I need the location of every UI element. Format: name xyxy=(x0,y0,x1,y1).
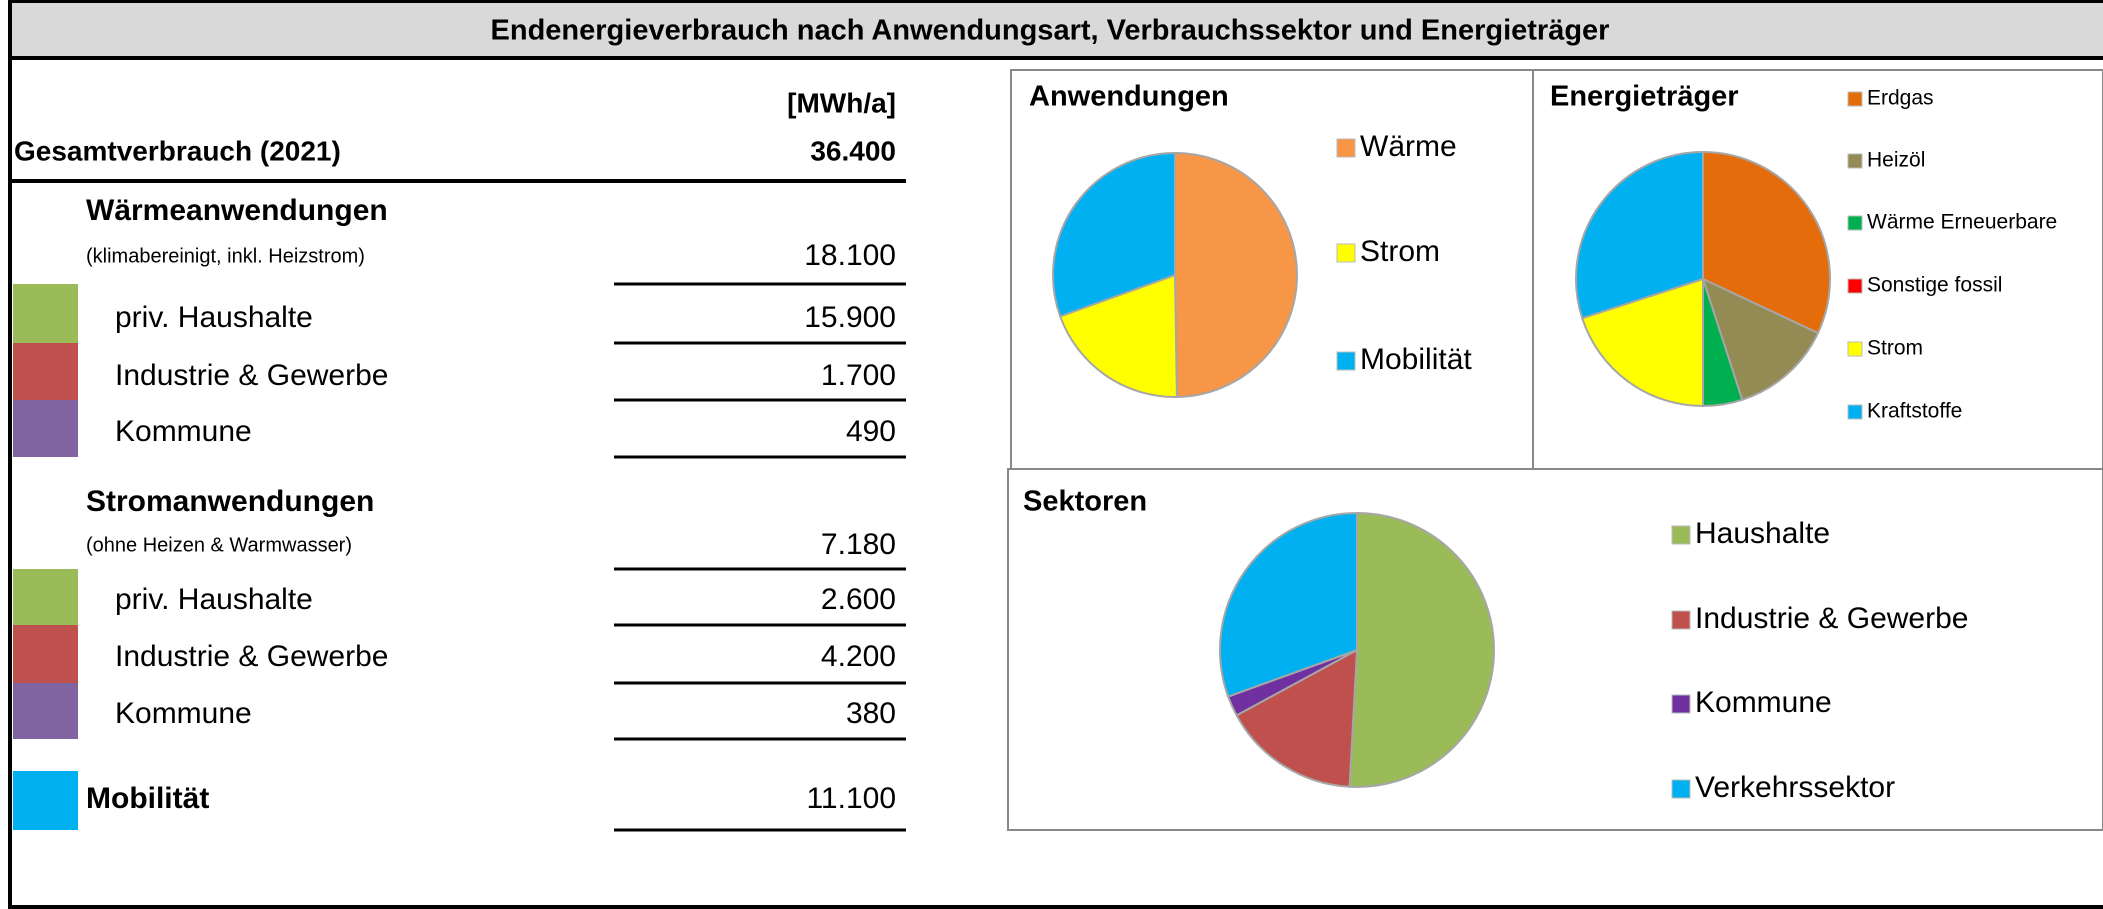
chart-title: Sektoren xyxy=(1023,486,1147,518)
row-value: 490 xyxy=(846,415,896,448)
row-label: Mobilität xyxy=(86,782,209,815)
row-value: 4.200 xyxy=(821,640,896,673)
legend-swatch xyxy=(1671,610,1691,630)
page-title: Endenergieverbrauch nach Anwendungsart, … xyxy=(491,15,1610,47)
legend-label: Strom xyxy=(1360,235,1440,268)
row-value: 1.700 xyxy=(821,359,896,392)
legend-label: Industrie & Gewerbe xyxy=(1695,602,1968,635)
legend-label: Erdgas xyxy=(1867,87,1934,110)
frame xyxy=(8,0,2103,909)
row-value: 15.900 xyxy=(804,301,896,334)
pie-slice xyxy=(1575,150,1704,320)
chart-title: Anwendungen xyxy=(1029,81,1229,113)
row-swatch xyxy=(13,284,78,343)
legend-swatch xyxy=(1671,525,1691,545)
pie-slice xyxy=(1174,151,1298,399)
pie-slice xyxy=(1701,277,1820,402)
row-label: Kommune xyxy=(115,415,252,448)
row-note: (klimabereinigt, inkl. Heizstrom) xyxy=(86,245,365,267)
row-swatch xyxy=(13,343,78,400)
legend-swatch xyxy=(1847,404,1863,420)
legend-label: Mobilität xyxy=(1360,343,1472,376)
legend-swatch xyxy=(1847,215,1863,231)
pie-slice xyxy=(1235,648,1359,788)
row-swatch xyxy=(13,569,78,625)
row-value: 11.100 xyxy=(806,782,896,815)
legend-swatch xyxy=(1847,91,1863,107)
legend-swatch xyxy=(1847,278,1863,294)
legend-label: Heizöl xyxy=(1867,149,1925,172)
legend-swatch xyxy=(1671,779,1691,799)
pie-slice xyxy=(1702,150,1831,335)
pie-slice xyxy=(1052,151,1176,318)
chart-title: Energieträger xyxy=(1550,81,1739,113)
legend-label: Wärme Erneuerbare xyxy=(1867,211,2057,234)
row-note: (ohne Heizen & Warmwasser) xyxy=(86,534,352,556)
chart-box xyxy=(1007,468,2103,831)
legend-label: Wärme xyxy=(1360,130,1457,163)
pie-slice xyxy=(1058,273,1178,398)
legend-label: Strom xyxy=(1867,337,1923,360)
pie-slice xyxy=(1219,511,1358,698)
row-value: 380 xyxy=(846,697,896,730)
legend-label: Sonstige fossil xyxy=(1867,274,2002,297)
row-swatch xyxy=(13,771,78,830)
legend-swatch xyxy=(1671,694,1691,714)
row-label: Industrie & Gewerbe xyxy=(115,359,388,392)
legend-swatch xyxy=(1336,351,1356,371)
row-value: 18.100 xyxy=(804,239,896,272)
row-label: Kommune xyxy=(115,697,252,730)
legend-label: Verkehrssektor xyxy=(1695,771,1895,804)
legend-label: Kommune xyxy=(1695,686,1832,719)
legend-swatch xyxy=(1847,153,1863,169)
legend-swatch xyxy=(1847,341,1863,357)
row-label: Wärmeanwendungen xyxy=(86,194,388,227)
title-bar xyxy=(8,0,2103,60)
row-label: Stromanwendungen xyxy=(86,485,374,518)
unit-header: [MWh/a] xyxy=(787,87,896,118)
row-value: 7.180 xyxy=(821,528,896,561)
legend-label: Haushalte xyxy=(1695,517,1830,550)
total-label: Gesamtverbrauch (2021) xyxy=(14,135,341,166)
total-value: 36.400 xyxy=(810,135,896,166)
legend-label: Kraftstoffe xyxy=(1867,400,1962,423)
pie-slice xyxy=(1348,511,1496,788)
row-label: priv. Haushalte xyxy=(115,301,313,334)
legend-swatch xyxy=(1336,138,1356,158)
row-swatch xyxy=(13,400,78,457)
pie-slice xyxy=(1580,277,1704,408)
legend-swatch xyxy=(1336,243,1356,263)
row-swatch xyxy=(13,625,78,683)
row-label: Industrie & Gewerbe xyxy=(115,640,388,673)
row-value: 2.600 xyxy=(821,583,896,616)
row-swatch xyxy=(13,683,78,739)
row-label: priv. Haushalte xyxy=(115,583,313,616)
